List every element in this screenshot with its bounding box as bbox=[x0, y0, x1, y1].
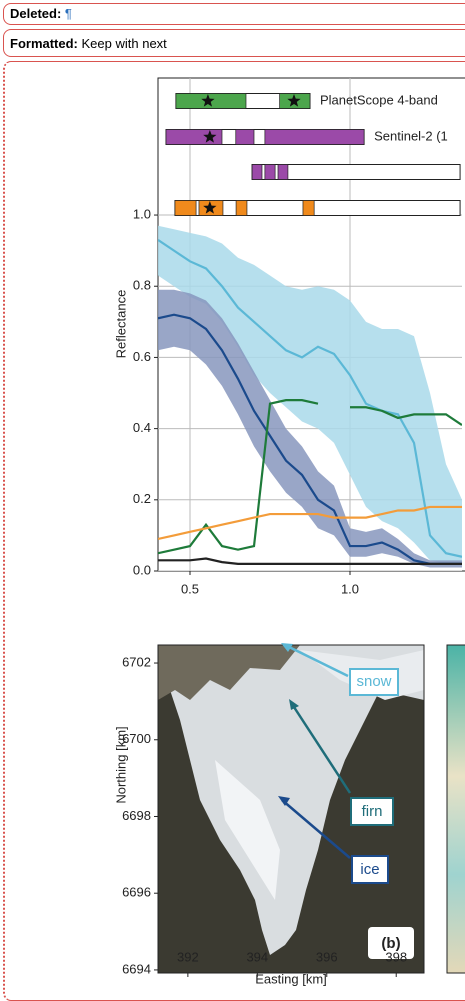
y-tick-label: 0.4 bbox=[133, 420, 151, 435]
x-tick-label: 1.0 bbox=[341, 581, 359, 596]
y-tick-label: 1.0 bbox=[133, 206, 151, 221]
sensor-band bbox=[302, 200, 315, 216]
spectrum-line bbox=[158, 313, 462, 565]
error-band bbox=[158, 289, 462, 568]
star-marker bbox=[203, 201, 217, 214]
y-tick-label: 6700 bbox=[122, 731, 151, 746]
y-tick-label: 0.8 bbox=[133, 278, 151, 293]
balloon-label: Deleted: bbox=[10, 6, 62, 21]
y-tick-label: 0.2 bbox=[133, 491, 151, 506]
sensor-band bbox=[251, 164, 263, 180]
panel-label: (b) bbox=[381, 935, 400, 952]
x-tick-label: 398 bbox=[385, 949, 407, 964]
comment-balloon: Formatted: Keep with next bbox=[3, 29, 465, 57]
y-tick-label: 6698 bbox=[122, 808, 151, 823]
sensor-band bbox=[174, 200, 197, 216]
sensor-band bbox=[277, 164, 289, 180]
annotation-box bbox=[351, 855, 389, 884]
annotation-box bbox=[349, 668, 399, 696]
comment-balloon: Deleted: ¶ bbox=[3, 3, 465, 25]
y-tick-label: 6694 bbox=[122, 961, 151, 976]
sensor-band bbox=[235, 200, 248, 216]
y-axis-label: Northing [km] bbox=[113, 726, 128, 803]
x-tick-label: 396 bbox=[316, 949, 338, 964]
y-tick-label: 0.0 bbox=[133, 562, 151, 577]
x-tick-label: 0.5 bbox=[181, 581, 199, 596]
y-tick-label: 6696 bbox=[122, 885, 151, 900]
sensor-band bbox=[235, 129, 255, 145]
annotation: ice bbox=[360, 861, 379, 878]
photo-c bbox=[446, 644, 465, 974]
sensor-band bbox=[264, 164, 276, 180]
annotation-arrows bbox=[278, 643, 352, 859]
y-tick-label: 0.6 bbox=[133, 349, 151, 364]
x-tick-label: 394 bbox=[246, 949, 268, 964]
balloon-text: ¶ bbox=[64, 6, 72, 21]
y-tick-label: 6702 bbox=[122, 654, 151, 669]
annotation: firn bbox=[362, 803, 383, 820]
error-band bbox=[158, 225, 462, 564]
sensor-label: Sentinel-2 (1 bbox=[374, 128, 448, 143]
star-marker bbox=[203, 130, 217, 143]
spectrum-line bbox=[158, 239, 462, 558]
spectrum-line bbox=[158, 505, 462, 541]
panel-label-box bbox=[368, 927, 414, 959]
balloon-text: Keep with next bbox=[81, 36, 167, 51]
balloon-label: Formatted: bbox=[10, 36, 78, 51]
sensor-label: PlanetScope 4-band bbox=[320, 92, 438, 107]
annotation-box bbox=[350, 797, 394, 826]
sensor-band bbox=[264, 129, 365, 145]
y-axis-label: Reflectance bbox=[113, 290, 128, 359]
star-marker bbox=[201, 94, 215, 107]
spectrum-line bbox=[158, 399, 462, 555]
x-tick-label: 392 bbox=[177, 949, 199, 964]
spectrum-line bbox=[158, 557, 462, 565]
x-axis-label: Easting [km] bbox=[255, 971, 327, 986]
annotation: snow bbox=[356, 673, 391, 690]
star-marker bbox=[287, 94, 301, 107]
